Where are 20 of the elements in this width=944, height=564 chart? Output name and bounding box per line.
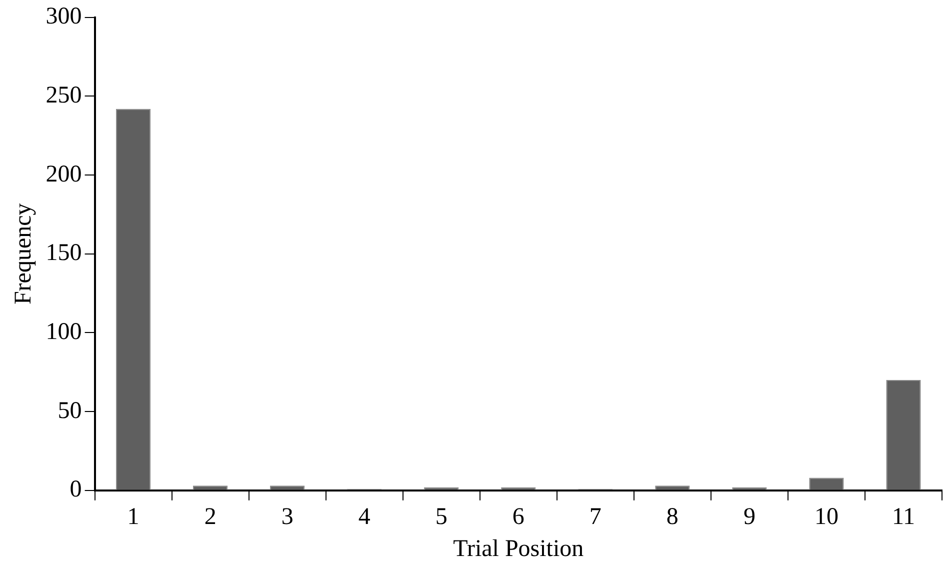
- x-tick-label: 3: [281, 504, 294, 530]
- x-tick-label: 5: [435, 504, 448, 530]
- y-tick-label: 200: [46, 161, 82, 188]
- x-tick-label: 8: [666, 504, 678, 530]
- y-tick-label: 100: [46, 319, 82, 346]
- x-tick-label: 10: [814, 504, 838, 530]
- y-tick-label: 0: [70, 476, 82, 503]
- x-tick-label: 1: [127, 504, 140, 530]
- x-tick-label: 2: [204, 504, 216, 530]
- y-axis-title: Frequency: [10, 203, 37, 305]
- x-tick-label: 7: [589, 504, 602, 530]
- x-tick-label: 11: [892, 504, 916, 530]
- x-tick-label: 9: [743, 504, 756, 530]
- x-axis-title: Trial Position: [453, 536, 584, 562]
- x-tick-label: 4: [358, 504, 370, 530]
- y-tick-label: 250: [46, 82, 82, 109]
- x-tick-label: 6: [512, 504, 524, 530]
- y-tick-label: 50: [58, 398, 82, 424]
- y-tick-label: 300: [46, 4, 82, 30]
- y-tick-label: 150: [46, 240, 82, 266]
